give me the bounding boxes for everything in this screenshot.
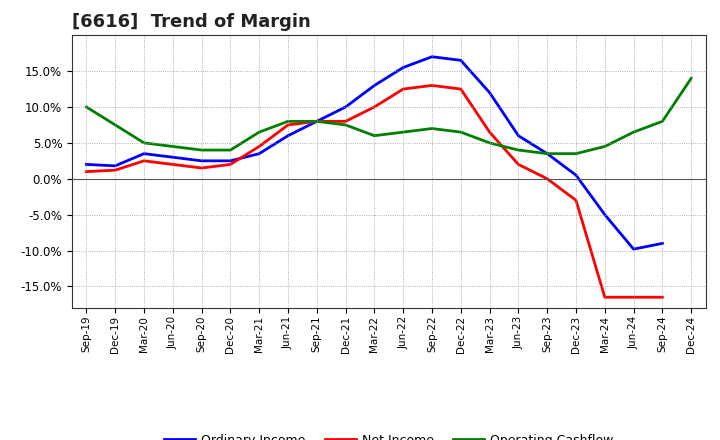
Ordinary Income	[255, 151, 264, 156]
Net Income	[658, 295, 667, 300]
Operating Cashflow	[687, 76, 696, 81]
Net Income	[312, 119, 321, 124]
Net Income	[82, 169, 91, 174]
Operating Cashflow	[226, 147, 235, 153]
Net Income	[572, 198, 580, 203]
Operating Cashflow	[312, 119, 321, 124]
Operating Cashflow	[485, 140, 494, 146]
Operating Cashflow	[255, 129, 264, 135]
Ordinary Income	[456, 58, 465, 63]
Operating Cashflow	[428, 126, 436, 131]
Ordinary Income	[111, 163, 120, 169]
Ordinary Income	[140, 151, 148, 156]
Ordinary Income	[168, 154, 177, 160]
Line: Operating Cashflow: Operating Cashflow	[86, 78, 691, 154]
Operating Cashflow	[82, 104, 91, 110]
Line: Net Income: Net Income	[86, 85, 662, 297]
Net Income	[370, 104, 379, 110]
Ordinary Income	[284, 133, 292, 138]
Operating Cashflow	[168, 144, 177, 149]
Operating Cashflow	[399, 129, 408, 135]
Ordinary Income	[485, 90, 494, 95]
Net Income	[226, 162, 235, 167]
Operating Cashflow	[514, 147, 523, 153]
Operating Cashflow	[572, 151, 580, 156]
Net Income	[629, 295, 638, 300]
Operating Cashflow	[341, 122, 350, 128]
Net Income	[111, 168, 120, 173]
Net Income	[485, 129, 494, 135]
Ordinary Income	[197, 158, 206, 164]
Operating Cashflow	[197, 147, 206, 153]
Ordinary Income	[341, 104, 350, 110]
Net Income	[197, 165, 206, 171]
Net Income	[428, 83, 436, 88]
Operating Cashflow	[140, 140, 148, 146]
Operating Cashflow	[456, 129, 465, 135]
Ordinary Income	[399, 65, 408, 70]
Net Income	[543, 176, 552, 181]
Ordinary Income	[543, 151, 552, 156]
Net Income	[341, 119, 350, 124]
Net Income	[456, 86, 465, 92]
Line: Ordinary Income: Ordinary Income	[86, 57, 662, 249]
Legend: Ordinary Income, Net Income, Operating Cashflow: Ordinary Income, Net Income, Operating C…	[159, 429, 618, 440]
Ordinary Income	[312, 119, 321, 124]
Text: [6616]  Trend of Margin: [6616] Trend of Margin	[72, 13, 311, 31]
Operating Cashflow	[543, 151, 552, 156]
Net Income	[514, 162, 523, 167]
Operating Cashflow	[111, 122, 120, 128]
Net Income	[284, 122, 292, 128]
Ordinary Income	[600, 212, 609, 217]
Operating Cashflow	[629, 129, 638, 135]
Operating Cashflow	[284, 119, 292, 124]
Operating Cashflow	[370, 133, 379, 138]
Net Income	[600, 295, 609, 300]
Ordinary Income	[514, 133, 523, 138]
Ordinary Income	[428, 54, 436, 59]
Ordinary Income	[82, 162, 91, 167]
Ordinary Income	[629, 246, 638, 252]
Net Income	[255, 144, 264, 149]
Net Income	[168, 162, 177, 167]
Operating Cashflow	[658, 119, 667, 124]
Ordinary Income	[572, 172, 580, 178]
Operating Cashflow	[600, 144, 609, 149]
Ordinary Income	[658, 241, 667, 246]
Net Income	[399, 86, 408, 92]
Ordinary Income	[370, 83, 379, 88]
Ordinary Income	[226, 158, 235, 164]
Net Income	[140, 158, 148, 164]
